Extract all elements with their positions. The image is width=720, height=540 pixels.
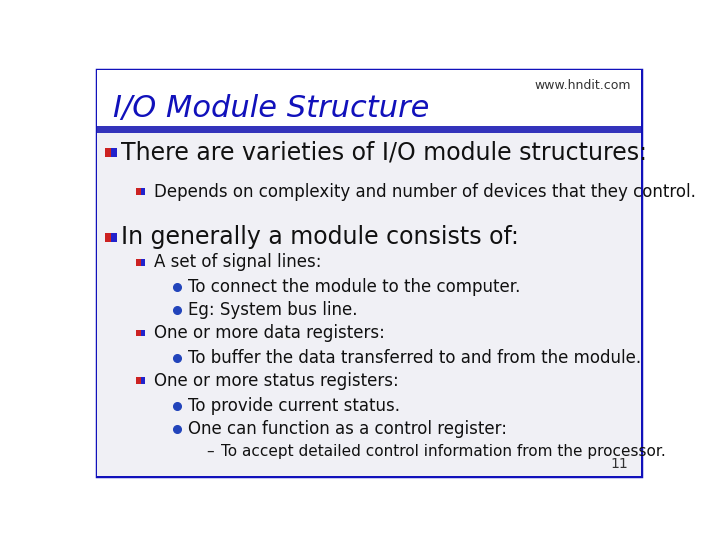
FancyBboxPatch shape <box>96 133 642 476</box>
Text: In generally a module consists of:: In generally a module consists of: <box>121 225 518 249</box>
Text: 11: 11 <box>611 457 629 471</box>
Text: A set of signal lines:: A set of signal lines: <box>154 253 322 271</box>
Text: There are varieties of I/O module structures:: There are varieties of I/O module struct… <box>121 140 647 164</box>
FancyBboxPatch shape <box>105 147 111 157</box>
FancyBboxPatch shape <box>141 259 145 266</box>
Text: To accept detailed control information from the processor.: To accept detailed control information f… <box>221 444 666 459</box>
Text: To connect the module to the computer.: To connect the module to the computer. <box>188 278 520 296</box>
FancyBboxPatch shape <box>136 377 141 384</box>
FancyBboxPatch shape <box>96 126 642 133</box>
Text: To provide current status.: To provide current status. <box>188 397 400 415</box>
FancyBboxPatch shape <box>141 377 145 384</box>
Text: One or more data registers:: One or more data registers: <box>154 324 385 342</box>
Text: To buffer the data transferred to and from the module.: To buffer the data transferred to and fr… <box>188 349 641 367</box>
FancyBboxPatch shape <box>111 233 117 242</box>
Text: Depends on complexity and number of devices that they control.: Depends on complexity and number of devi… <box>154 183 696 201</box>
Text: Eg: System bus line.: Eg: System bus line. <box>188 301 357 319</box>
Text: www.hndit.com: www.hndit.com <box>535 79 631 92</box>
FancyBboxPatch shape <box>136 329 141 336</box>
Text: One or more status registers:: One or more status registers: <box>154 372 399 390</box>
Text: One can function as a control register:: One can function as a control register: <box>188 420 507 437</box>
FancyBboxPatch shape <box>141 329 145 336</box>
FancyBboxPatch shape <box>141 188 145 195</box>
FancyBboxPatch shape <box>111 147 117 157</box>
FancyBboxPatch shape <box>96 70 642 133</box>
Text: –: – <box>206 444 214 459</box>
FancyBboxPatch shape <box>96 70 642 476</box>
FancyBboxPatch shape <box>105 233 111 242</box>
FancyBboxPatch shape <box>136 188 141 195</box>
FancyBboxPatch shape <box>136 259 141 266</box>
Text: I/O Module Structure: I/O Module Structure <box>114 94 430 123</box>
